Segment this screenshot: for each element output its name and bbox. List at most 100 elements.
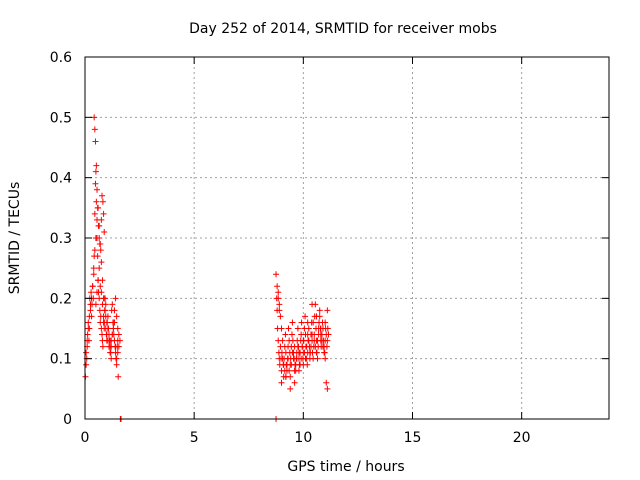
data-point [94,186,101,193]
data-point [102,325,109,332]
data-point [98,289,105,296]
data-point [321,349,328,356]
data-point [279,337,286,344]
data-point [289,349,296,356]
data-point [108,337,115,344]
y-tick-label: 0.5 [50,110,72,126]
data-point [317,325,324,332]
data-point [318,337,325,344]
data-point [112,295,119,302]
data-point [99,198,106,205]
data-point [295,349,302,356]
data-point [324,307,331,314]
data-point [101,307,108,314]
data-point [86,313,93,320]
data-point [92,138,99,145]
data-point [288,331,295,338]
data-point [92,168,99,175]
data-point [279,355,286,362]
data-point [278,379,285,386]
data-point [87,307,94,314]
data-point [116,337,123,344]
x-tick-label: 5 [190,430,199,446]
data-point [85,325,92,332]
data-point [309,331,316,338]
data-point [324,385,331,392]
data-point [100,313,107,320]
y-tick-label: 0.6 [50,50,72,66]
data-point [324,337,331,344]
data-point [90,265,97,272]
data-point [309,301,316,308]
x-axis-title: GPS time / hours [287,459,404,475]
data-point [99,343,106,350]
data-point [304,319,311,326]
x-tick-label: 0 [81,430,90,446]
data-point [98,259,105,266]
x-tick-label: 10 [294,430,312,446]
data-point [316,307,323,314]
data-point [83,349,90,356]
data-point [91,247,98,254]
data-point [276,301,283,308]
data-point [278,325,285,332]
data-point [87,301,94,308]
data-point [285,325,292,332]
data-point [115,343,122,350]
data-point [109,331,116,338]
data-point [273,271,280,278]
data-point [103,331,110,338]
data-points [82,114,332,422]
data-point [302,355,309,362]
data-point [93,198,100,205]
data-point [317,331,324,338]
data-point [84,331,91,338]
data-point [97,247,104,254]
data-point [302,313,309,320]
y-tick-label: 0.2 [50,291,72,307]
data-point [91,126,98,133]
data-point [101,228,108,235]
data-point [85,319,92,326]
y-tick-label: 0.4 [50,171,72,187]
data-point [325,331,332,338]
data-point [305,325,312,332]
data-point [298,319,305,326]
y-axis-title: SRMTID / TECUs [7,182,23,295]
data-point [107,349,114,356]
data-point [91,210,98,217]
data-point [96,241,103,248]
data-point [100,210,107,217]
data-point [313,313,320,320]
data-point [95,222,102,229]
x-tick-label: 15 [404,430,422,446]
data-point [88,289,95,296]
data-point [301,349,308,356]
axis-ticks: 0 5 10 15 20 0 0.1 0.2 0.3 0.4 0.5 0.6 [50,50,609,446]
data-point [89,283,96,290]
data-point [102,295,109,302]
data-point [94,204,101,211]
grid-lines [85,57,609,419]
data-point [114,349,121,356]
data-point [111,319,118,326]
data-point [110,325,117,332]
data-point [319,343,326,350]
data-point [113,361,120,368]
data-point [99,301,106,308]
data-point [275,289,282,296]
data-point [96,235,103,241]
data-point [291,379,298,386]
data-point [115,331,122,338]
x-tick-label: 20 [513,430,531,446]
data-point [286,367,293,374]
data-point [323,379,330,386]
data-point [98,216,105,223]
data-point [111,307,118,314]
data-point [310,319,317,326]
data-point [287,385,294,392]
data-point [113,313,120,320]
data-point [324,325,331,332]
data-point [282,373,289,380]
